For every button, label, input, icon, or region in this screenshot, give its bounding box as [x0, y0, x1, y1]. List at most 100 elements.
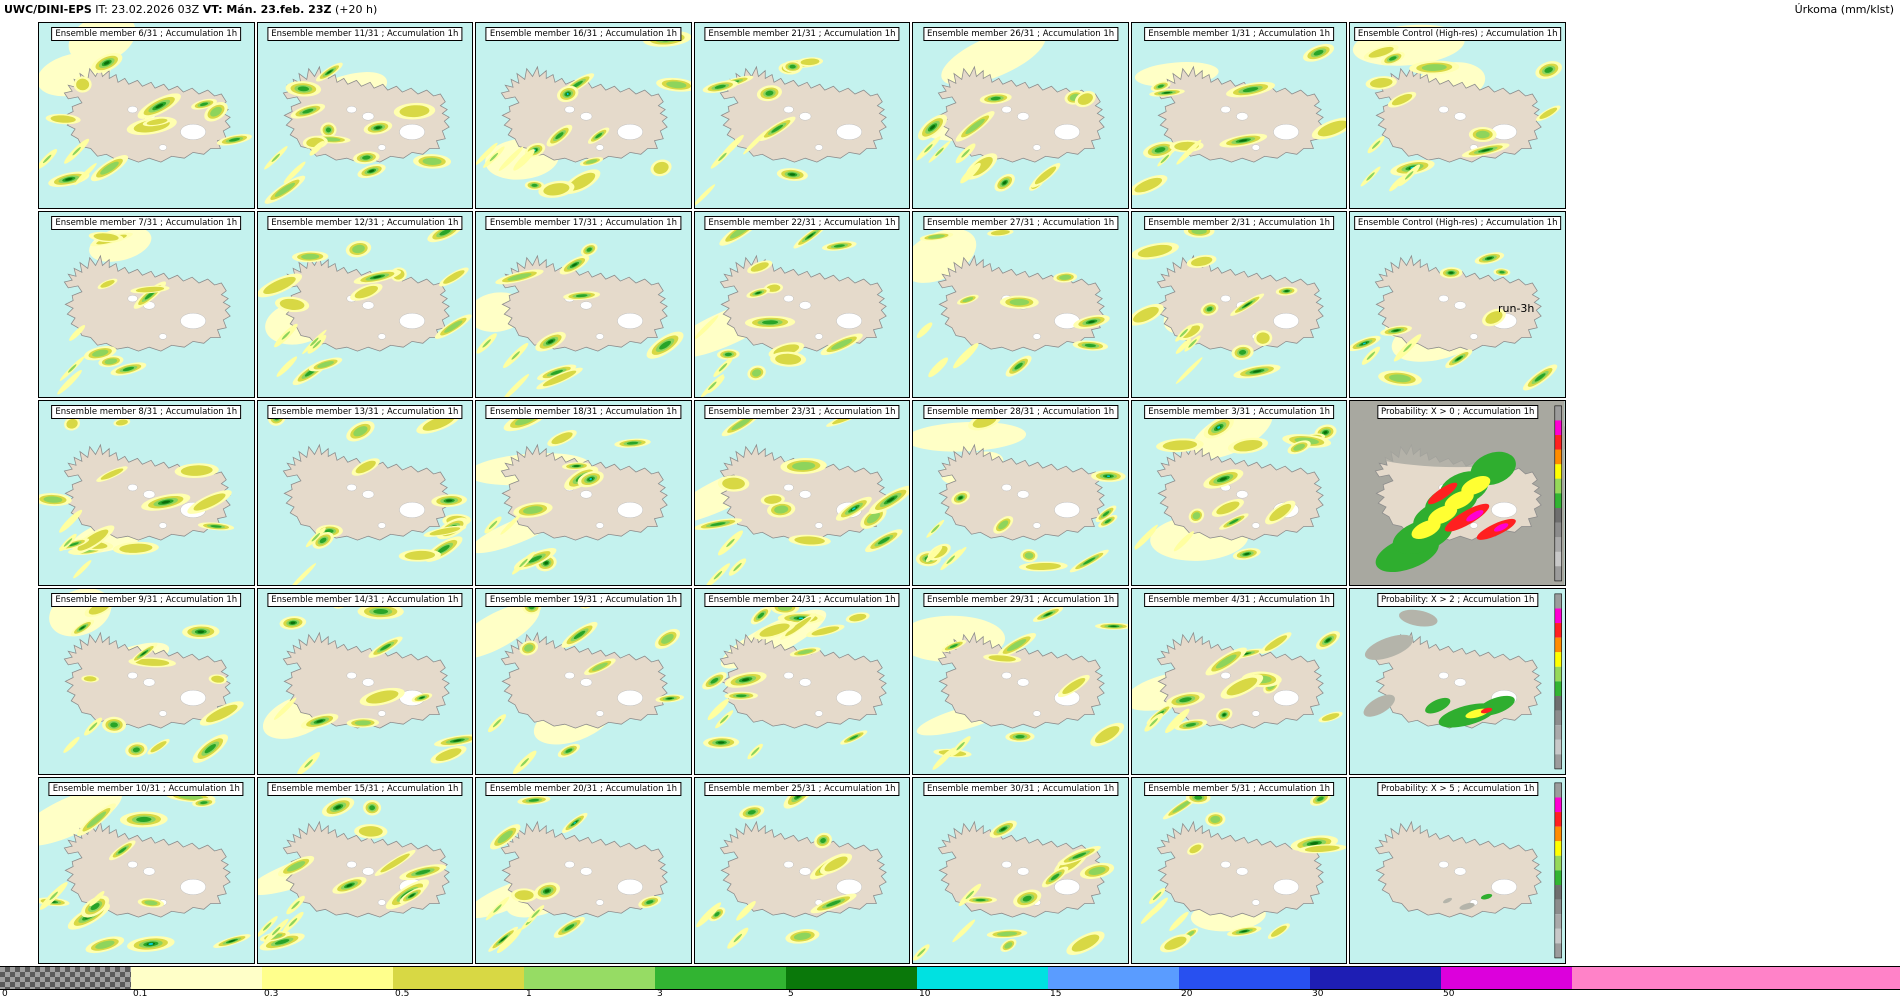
- map-panel: Ensemble member 23/31 ; Accumulation 1h: [693, 399, 911, 587]
- map-canvas: [257, 211, 473, 397]
- map-canvas: [476, 23, 691, 208]
- map-canvas: [694, 211, 910, 397]
- panel-title: Ensemble member 24/31 ; Accumulation 1h: [704, 593, 900, 608]
- map-panel: Ensemble member 18/31 ; Accumulation 1h: [475, 399, 692, 587]
- map-canvas: [913, 589, 1128, 775]
- map-panel: Ensemble Control (High-res) ; Accumulati…: [1349, 22, 1566, 209]
- legend-color-segment: [786, 967, 917, 989]
- panel-grid: Ensemble member 6/31 ; Accumulation 1h E…: [38, 22, 1566, 964]
- map-canvas: [913, 211, 1128, 397]
- map-panel: Ensemble member 10/31 ; Accumulation 1h: [38, 777, 255, 964]
- panel-title: Ensemble member 30/31 ; Accumulation 1h: [922, 782, 1119, 797]
- map-canvas: [694, 589, 910, 775]
- panel-title: Ensemble member 29/31 ; Accumulation 1h: [922, 593, 1119, 608]
- legend-tick-label: 30: [1312, 989, 1324, 999]
- legend-tick-label: 0.3: [264, 989, 279, 999]
- panel-title: Ensemble member 19/31 ; Accumulation 1h: [485, 593, 682, 608]
- legend-tick-label: 0: [2, 989, 8, 999]
- map-canvas: [257, 400, 473, 586]
- map-canvas: [913, 778, 1128, 963]
- init-time: IT: 23.02.2026 03Z: [95, 3, 200, 16]
- map-canvas: [1350, 778, 1565, 963]
- header-bar: UWC/DINI-EPS IT: 23.02.2026 03Z VT: Mán.…: [0, 0, 1900, 20]
- panel-title: Ensemble member 5/31 ; Accumulation 1h: [1144, 782, 1335, 797]
- map-canvas: [1131, 23, 1347, 208]
- lead-time-offset: (+20 h): [334, 3, 378, 16]
- legend-color-segment: [917, 967, 1048, 989]
- map-canvas: [1131, 400, 1347, 586]
- map-panel: Ensemble member 24/31 ; Accumulation 1h: [693, 588, 911, 776]
- map-panel: Ensemble Control (High-res) ; Accumulati…: [1349, 210, 1566, 398]
- map-panel: Probability: X > 0 ; Accumulation 1h: [1349, 399, 1566, 587]
- map-canvas: [257, 589, 473, 775]
- legend-color-segment: [1310, 967, 1441, 989]
- legend-color-segment: [393, 967, 524, 989]
- panel-title: Ensemble member 10/31 ; Accumulation 1h: [48, 782, 244, 797]
- map-panel: Ensemble member 20/31 ; Accumulation 1h: [475, 777, 692, 964]
- panel-title: Probability: X > 5 ; Accumulation 1h: [1377, 782, 1539, 797]
- map-canvas: [39, 211, 254, 397]
- panel-title: Ensemble member 20/31 ; Accumulation 1h: [485, 782, 682, 797]
- panel-title: Probability: X > 0 ; Accumulation 1h: [1377, 404, 1539, 419]
- panel-title: Ensemble member 21/31 ; Accumulation 1h: [704, 27, 900, 41]
- legend-color-segment: [1441, 967, 1572, 989]
- legend-color-segment: [1179, 967, 1310, 989]
- panel-title: Ensemble member 23/31 ; Accumulation 1h: [704, 404, 900, 419]
- run-step-annotation: run-3h: [1498, 302, 1535, 315]
- map-canvas: [913, 23, 1128, 208]
- map-panel: Ensemble member 15/31 ; Accumulation 1h: [256, 777, 474, 964]
- legend-tick-label: 3: [657, 989, 663, 999]
- legend-tick-label: 50: [1443, 989, 1455, 999]
- panel-title: Ensemble member 13/31 ; Accumulation 1h: [267, 404, 463, 419]
- map-panel: Ensemble member 2/31 ; Accumulation 1h: [1130, 210, 1348, 398]
- map-panel: Ensemble member 11/31 ; Accumulation 1h: [256, 22, 474, 209]
- map-canvas: [1131, 589, 1347, 775]
- panel-title: Ensemble Control (High-res) ; Accumulati…: [1353, 215, 1562, 230]
- map-panel: Ensemble member 6/31 ; Accumulation 1h: [38, 22, 255, 209]
- map-panel: Ensemble member 4/31 ; Accumulation 1h: [1130, 588, 1348, 776]
- map-canvas: [476, 211, 691, 397]
- map-panel: Probability: X > 2 ; Accumulation 1h: [1349, 588, 1566, 776]
- map-panel: Ensemble member 29/31 ; Accumulation 1h: [912, 588, 1129, 776]
- valid-time: VT: Mán. 23.feb. 23Z: [202, 3, 332, 16]
- panel-title: Ensemble member 8/31 ; Accumulation 1h: [51, 404, 242, 419]
- map-canvas: [39, 589, 254, 775]
- legend-color-segment: [131, 967, 262, 989]
- legend-tick-label: 10: [919, 989, 931, 999]
- map-panel: Ensemble member 3/31 ; Accumulation 1h: [1130, 399, 1348, 587]
- legend-color-segment: [262, 967, 393, 989]
- map-panel: Ensemble member 21/31 ; Accumulation 1h: [693, 22, 911, 209]
- panel-title: Ensemble member 2/31 ; Accumulation 1h: [1144, 215, 1335, 230]
- panel-title: Ensemble member 9/31 ; Accumulation 1h: [51, 593, 242, 608]
- map-panel: Ensemble member 8/31 ; Accumulation 1h: [38, 399, 255, 587]
- map-canvas: [257, 23, 473, 208]
- map-panel: Ensemble member 17/31 ; Accumulation 1h: [475, 210, 692, 398]
- legend-tick-label: 1: [526, 989, 532, 999]
- map-canvas: [694, 23, 910, 208]
- panel-title: Ensemble member 18/31 ; Accumulation 1h: [485, 404, 682, 419]
- legend-color-segment: [1572, 967, 1900, 989]
- legend-tick-label: 20: [1181, 989, 1193, 999]
- map-panel: Ensemble member 22/31 ; Accumulation 1h: [693, 210, 911, 398]
- map-canvas: [257, 778, 473, 963]
- map-canvas: [476, 589, 691, 775]
- panel-title: Ensemble member 25/31 ; Accumulation 1h: [704, 782, 900, 797]
- map-panel: Ensemble member 9/31 ; Accumulation 1h: [38, 588, 255, 776]
- map-panel: Ensemble member 7/31 ; Accumulation 1h: [38, 210, 255, 398]
- model-name: UWC/DINI-EPS: [4, 3, 92, 16]
- legend-tick-label: 15: [1050, 989, 1062, 999]
- run-info: UWC/DINI-EPS IT: 23.02.2026 03Z VT: Mán.…: [4, 3, 377, 16]
- map-canvas: [476, 778, 691, 963]
- panel-title: Ensemble member 12/31 ; Accumulation 1h: [267, 215, 463, 230]
- precipitation-legend: 0 0.1 0.3 0.5 1 3 5 10 15 20 30 50: [0, 966, 1900, 1000]
- map-panel: Ensemble member 26/31 ; Accumulation 1h: [912, 22, 1129, 209]
- map-canvas: [1350, 23, 1565, 208]
- legend-tick-label: 5: [788, 989, 794, 999]
- map-canvas: [1350, 400, 1565, 586]
- parameter-units-label: Úrkoma (mm/klst): [1794, 3, 1894, 16]
- map-panel: Ensemble member 25/31 ; Accumulation 1h: [693, 777, 911, 964]
- legend-colorbar: [0, 966, 1900, 990]
- legend-color-segment: [524, 967, 655, 989]
- panel-title: Ensemble member 6/31 ; Accumulation 1h: [51, 27, 242, 41]
- map-canvas: [913, 400, 1128, 586]
